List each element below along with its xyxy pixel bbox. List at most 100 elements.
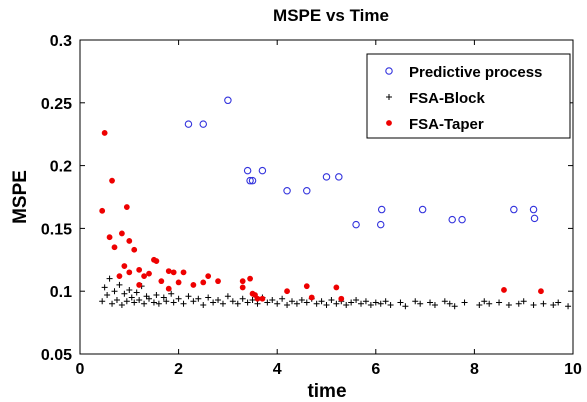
fsa-block-point [190,298,197,305]
fsa-taper-point [146,270,152,277]
fsa-block-point [113,296,120,303]
fsa-taper-point [153,258,160,264]
fsa-block-point [298,296,305,303]
legend-label-predictive-process: Predictive process [409,64,542,81]
fsa-block-point [239,295,246,302]
fsa-block-point [126,286,133,293]
fsa-block-point [121,290,128,297]
fsa-block-point [264,299,271,306]
legend-label-fsa-block: FSA-Block [409,90,486,107]
predictive-process-point [243,166,252,175]
fsa-taper-point [136,266,143,273]
legend-label-fsa-taper: FSA-Taper [409,116,484,133]
fsa-taper-point [190,282,197,288]
fsa-block-point [160,294,167,301]
fsa-block-point [99,298,106,305]
predictive-process-point [458,215,466,224]
data-points [99,96,572,310]
fsa-taper-point [106,234,113,241]
fsa-taper-point [284,288,290,295]
x-tick-label: 8 [470,361,479,378]
fsa-block-point [505,302,512,309]
axis-ticks: 0 2 4 6 8 10 0.05 0.1 0.15 0.2 0.25 0.3 [41,33,582,378]
predictive-process-point [335,173,343,181]
predictive-process-point [199,120,208,128]
fsa-block-point [175,295,182,302]
fsa-taper-point [200,279,207,286]
fsa-taper-point [239,278,246,285]
fsa-taper-point [119,230,125,237]
fsa-block-point [123,298,130,305]
fsa-block-point [427,299,434,306]
chart-title: MSPE vs Time [273,6,389,25]
fsa-block-point [333,300,340,307]
fsa-taper-point [126,238,133,244]
fsa-block-point [205,294,212,301]
fsa-taper-point [109,177,115,184]
predictive-process-point [377,205,386,214]
fsa-block-point [372,299,379,306]
fsa-block-point [530,302,537,309]
y-tick-label: 0.2 [50,159,72,176]
predictive-process-point [510,205,518,214]
predictive-process-point [376,220,385,229]
fsa-taper-point [254,295,261,302]
predictive-process-point [303,186,311,195]
fsa-block-point [215,296,222,303]
fsa-taper-point [205,273,212,280]
fsa-block-point [136,296,143,303]
fsa-block-point [210,299,217,306]
fsa-block-point [412,298,419,305]
fsa-block-point [141,300,148,307]
fsa-block-point [229,298,236,305]
fsa-block-point [481,298,488,305]
fsa-block-point [163,298,170,305]
fsa-block-point [150,299,157,306]
fsa-block-point [234,300,241,307]
y-axis-label: MSPE [10,170,31,224]
y-tick-label: 0.3 [50,33,72,50]
fsa-block-point [318,298,325,305]
fsa-taper-point [123,204,130,210]
fsa-block-point [168,290,175,297]
fsa-block-point [451,303,458,310]
fsa-block-point [446,300,453,307]
fsa-block-point [155,300,162,307]
fsa-block-point [116,281,123,288]
fsa-block-point [476,302,483,309]
fsa-block-point [153,291,160,298]
fsa-block-point [550,302,557,309]
fsa-block-point [515,300,522,307]
y-tick-label: 0.25 [41,96,72,113]
fsa-block-point [104,291,111,298]
fsa-block-point [101,284,108,291]
predictive-process-point [322,173,331,181]
x-axis-label: time [307,381,346,402]
fsa-taper-point [111,244,118,251]
fsa-taper-point [259,295,266,302]
fsa-block-point [170,299,177,306]
fsa-block-point [109,300,116,307]
x-tick-label: 0 [76,361,85,378]
x-tick-label: 6 [371,361,380,378]
fsa-block-point [323,302,330,309]
fsa-block-point [486,300,493,307]
fsa-block-point [269,296,276,303]
predictive-process-point [352,220,360,229]
fsa-block-point [303,299,310,306]
fsa-block-point [133,289,140,296]
fsa-block-point [555,299,562,306]
x-tick-label: 10 [564,361,582,378]
fsa-taper-point [126,269,133,276]
legend-marker-fsa-taper [386,120,392,126]
fsa-block-point [540,300,547,307]
fsa-taper-point [308,294,315,301]
fsa-block-point [402,303,409,310]
fsa-block-point [244,299,251,306]
y-tick-label: 0.05 [41,347,72,364]
predictive-process-point [418,205,427,214]
legend: Predictive process FSA-Block FSA-Taper [366,53,571,139]
fsa-block-point [417,300,424,307]
fsa-taper-point [180,269,187,276]
fsa-taper-point [501,287,507,293]
